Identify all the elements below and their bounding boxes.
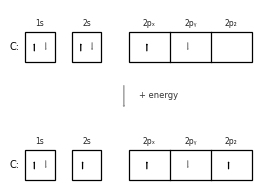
Text: 2p₂: 2p₂ bbox=[225, 19, 238, 28]
Bar bbox=[72, 150, 101, 180]
Text: 2s: 2s bbox=[82, 19, 91, 28]
Text: C:: C: bbox=[9, 42, 19, 52]
Bar bbox=[25, 150, 55, 180]
Bar bbox=[25, 32, 55, 62]
Text: 2s: 2s bbox=[82, 137, 91, 146]
Bar bbox=[129, 32, 252, 62]
Text: 1s: 1s bbox=[36, 19, 44, 28]
Text: + energy: + energy bbox=[139, 91, 179, 100]
Bar bbox=[129, 150, 252, 180]
Text: 2pₓ: 2pₓ bbox=[143, 137, 156, 146]
Text: 2pᵧ: 2pᵧ bbox=[184, 137, 197, 146]
Text: 2pᵧ: 2pᵧ bbox=[184, 19, 197, 28]
Text: C:: C: bbox=[9, 160, 19, 170]
Text: 2pₓ: 2pₓ bbox=[143, 19, 156, 28]
Text: 1s: 1s bbox=[36, 137, 44, 146]
Bar bbox=[72, 32, 101, 62]
Text: 2p₂: 2p₂ bbox=[225, 137, 238, 146]
